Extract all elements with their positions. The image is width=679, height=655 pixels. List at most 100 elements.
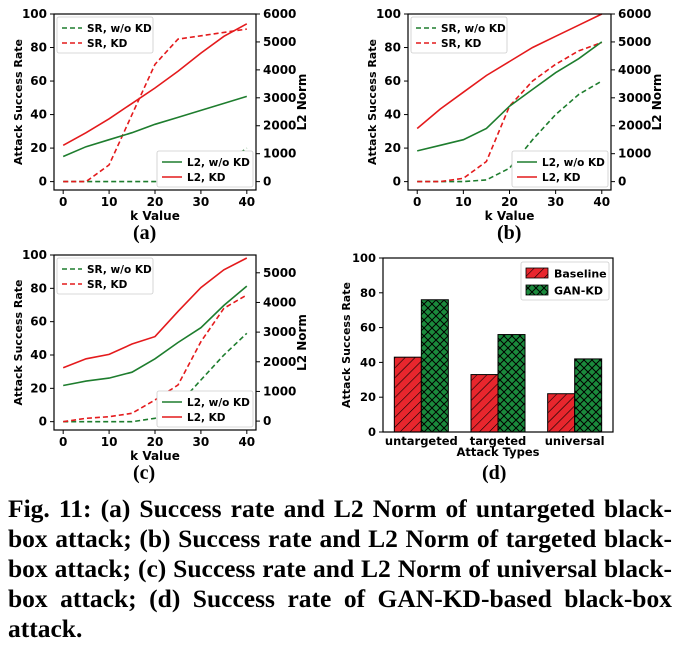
b-legend-label: SR, KD — [441, 38, 482, 50]
c-xtick-label: 30 — [193, 435, 210, 449]
c-xlabel: k Value — [130, 449, 180, 463]
panel-c-label: (c) — [133, 462, 156, 484]
d-ytick-label: 40 — [360, 355, 376, 369]
a-legend-box — [56, 16, 154, 54]
c-ylabel: Attack Success Rate — [12, 280, 25, 406]
c-y2label: L2 Norm — [295, 314, 309, 371]
b-y2tick-label: 5000 — [618, 35, 651, 49]
c-legend-label: L2, w/o KD — [187, 397, 250, 409]
a-y2tick-label: 4000 — [263, 63, 296, 77]
b-series-l2-w-o-kd — [417, 41, 603, 152]
d-category-label: targeted — [470, 434, 527, 448]
b-series-l2-kd — [416, 13, 603, 130]
a-xlabel: k Value — [130, 209, 180, 223]
c-ytick-label: 20 — [30, 381, 47, 395]
c-y2tick-label: 4000 — [263, 295, 296, 309]
c-legend-box — [56, 257, 154, 295]
c-series-l2-kd — [62, 257, 248, 369]
a-xtick-label: 0 — [59, 195, 67, 209]
c-legend-label: L2, KD — [187, 412, 226, 424]
b-ytick-label: 20 — [384, 141, 401, 155]
c-legend-label: SR, KD — [87, 279, 128, 291]
d-ytick-label: 20 — [360, 390, 376, 404]
d-ytick-label: 60 — [360, 321, 376, 335]
d-bar-baseline-targeted — [470, 374, 499, 433]
b-y2tick-label: 1000 — [618, 147, 651, 161]
d-plot-frame — [382, 257, 614, 433]
d-ytick-label: 0 — [368, 425, 376, 439]
d-xlabel: Attack Types — [457, 445, 540, 459]
c-ytick-label: 80 — [30, 281, 47, 295]
c-ytick-label: 0 — [39, 415, 47, 429]
a-y2tick-label: 2000 — [263, 119, 296, 133]
a-ytick-label: 80 — [30, 41, 47, 55]
c-y2tick-label: 5000 — [263, 266, 296, 280]
panel-d-label: (d) — [482, 462, 507, 484]
b-ytick-label: 0 — [393, 175, 401, 189]
a-legend-label: L2, KD — [187, 172, 226, 184]
d-category-label: universal — [545, 434, 605, 448]
a-ytick-label: 100 — [22, 7, 47, 21]
panel-b-chart: 0 10 20 30 400204060801000100020003000400050… — [366, 7, 664, 223]
b-series-sr-w-o-kd — [417, 80, 603, 183]
d-ytick-label: 80 — [360, 286, 376, 300]
a-y2tick-label: 6000 — [263, 7, 296, 21]
b-y2tick-label: 4000 — [618, 63, 651, 77]
a-legend-label: L2, w/o KD — [187, 157, 250, 169]
b-ytick-label: 40 — [384, 108, 401, 122]
d-legend-swatch — [525, 284, 549, 296]
a-series-l2-kd — [62, 23, 248, 147]
b-ylabel: Attack Success Rate — [366, 39, 379, 165]
b-legend-label: L2, KD — [542, 172, 581, 184]
b-y2label: L2 Norm — [650, 74, 664, 131]
b-legend-box — [410, 16, 508, 54]
a-ytick-label: 60 — [30, 74, 47, 88]
c-xtick-label: 40 — [238, 435, 255, 449]
panel-a-chart: 0 10 20 30 400204060801000100020003000400050… — [12, 7, 309, 223]
a-y2tick-label: 1000 — [263, 147, 296, 161]
c-ytick-label: 40 — [30, 348, 47, 362]
d-ylabel: Attack Success Rate — [340, 282, 353, 408]
d-bar-baseline-universal — [547, 393, 576, 433]
c-y2tick-label: 3000 — [263, 325, 296, 339]
b-y2tick-label: 0 — [618, 175, 626, 189]
b-xtick-label: 40 — [593, 195, 610, 209]
b-xtick-label: 10 — [455, 195, 472, 209]
d-legend-label: Baseline — [554, 268, 607, 281]
panel-d-chart: untargeted targeted universal 0 20 40 60 80 100 A… — [340, 251, 614, 459]
b-xtick-label: 20 — [501, 195, 518, 209]
d-legend-swatch — [525, 267, 549, 279]
b-y2tick-label: 3000 — [618, 91, 651, 105]
a-ytick-label: 40 — [30, 108, 47, 122]
d-category-label: untargeted — [385, 434, 458, 448]
d-bar-gan-kd-untargeted — [420, 299, 449, 433]
c-xtick-label: 20 — [147, 435, 164, 449]
panel-c-chart: 0 10 20 30 400204060801000100020003000400050… — [12, 248, 309, 463]
a-series-sr-kd — [63, 28, 247, 183]
b-legend-box — [511, 150, 609, 188]
b-legend-label: L2, w/o KD — [542, 157, 605, 169]
d-ytick-label: 100 — [352, 251, 376, 265]
b-ytick-label: 100 — [376, 7, 401, 21]
a-xtick-label: 30 — [193, 195, 210, 209]
b-xtick-label: 0 — [413, 195, 421, 209]
a-legend-box — [156, 150, 254, 188]
c-series-sr-w-o-kd — [63, 332, 248, 423]
a-legend-label: SR, KD — [87, 38, 128, 50]
d-bar-baseline-untargeted — [393, 356, 422, 433]
b-xlabel: k Value — [485, 209, 535, 223]
b-y2tick-label: 6000 — [618, 7, 651, 21]
c-legend-box — [156, 390, 254, 428]
a-y2tick-label: 5000 — [263, 35, 296, 49]
a-xtick-label: 40 — [238, 195, 255, 209]
c-y2tick-label: 0 — [263, 414, 271, 428]
c-xtick-label: 10 — [101, 435, 118, 449]
d-bar-gan-kd-universal — [574, 358, 603, 433]
panel-a-label: (a) — [133, 222, 157, 244]
a-ylabel: Attack Success Rate — [12, 39, 25, 165]
c-xtick-label: 0 — [59, 435, 67, 449]
a-xtick-label: 20 — [147, 195, 164, 209]
b-ytick-label: 80 — [384, 41, 401, 55]
a-y2tick-label: 0 — [263, 175, 271, 189]
d-bar-gan-kd-targeted — [497, 334, 526, 433]
